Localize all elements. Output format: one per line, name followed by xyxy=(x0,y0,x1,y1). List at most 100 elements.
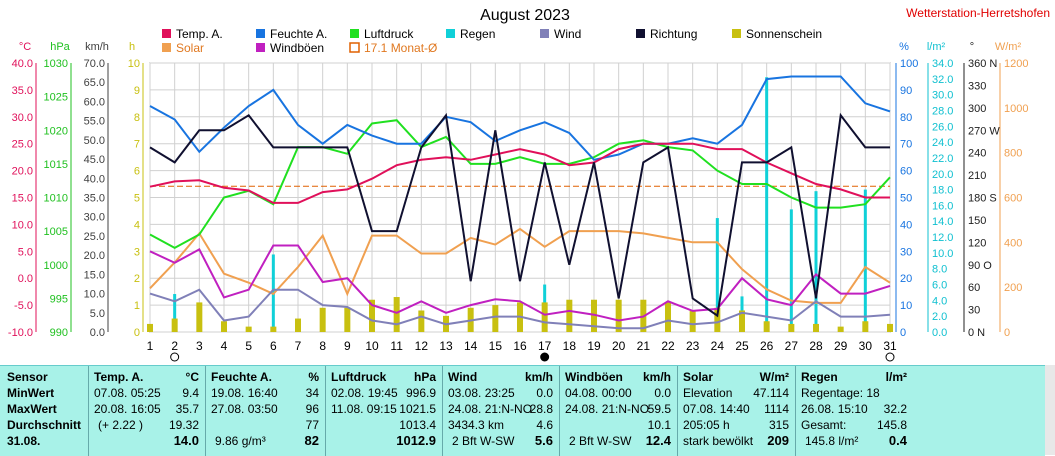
sunshine-bar xyxy=(591,299,597,332)
axis-unit: W/m² xyxy=(995,41,1022,53)
axis-tick-label: 0 xyxy=(900,327,906,339)
rain-unit: l/m² xyxy=(885,370,907,384)
axis-tick-label: 20.0 xyxy=(932,169,953,181)
wind-min-time: 03.08. 23:25 xyxy=(448,386,515,400)
solar-unit: W/m² xyxy=(759,370,789,384)
legend-swatch xyxy=(256,43,265,52)
full-moon-icon xyxy=(170,352,180,362)
press-avg: 1013.4 xyxy=(399,418,436,432)
legend: Temp. A. Feuchte A. Luftdruck Regen Wind Rich… xyxy=(162,27,822,55)
axis-tick-label: 0 xyxy=(134,327,140,339)
axis-tick-label: 60.0 xyxy=(84,96,105,108)
series-line-wind xyxy=(149,288,891,330)
sunshine-bar xyxy=(369,299,375,332)
scrollbar[interactable] xyxy=(1045,365,1055,455)
axis-tick-label: 22.0 xyxy=(932,153,953,165)
axis-tick-label: 2.0 xyxy=(932,311,947,323)
x-tick-label: 16 xyxy=(513,339,527,353)
axis-tick-label: 150 xyxy=(968,215,986,227)
axis-tick-label: 995 xyxy=(50,293,68,305)
sunshine-bar xyxy=(319,307,326,332)
axis-tick-label: 6 xyxy=(134,166,140,178)
legend-label: 17.1 Monat-Ø xyxy=(364,41,437,55)
hum-min-time: 19.08. 16:40 xyxy=(211,386,278,400)
x-tick-label: 22 xyxy=(661,339,675,353)
x-tick-label: 2 xyxy=(171,339,178,353)
press-today: 1012.9 xyxy=(396,433,436,448)
x-tick-label: 26 xyxy=(760,339,774,353)
legend-label: Regen xyxy=(460,27,495,41)
axis-tick-label: 990 xyxy=(50,327,68,339)
axis-tick-label: 18.0 xyxy=(932,185,953,197)
axis-tick-label: 40.0 xyxy=(12,58,33,70)
axis-tick-label: 30 xyxy=(900,246,912,258)
wind-min: 0.0 xyxy=(536,386,553,400)
x-tick-label: 28 xyxy=(809,339,823,353)
axis-tick-label: 100 xyxy=(900,58,918,70)
axis-tick-label: 45.0 xyxy=(84,154,105,166)
axis-tick-label: 35.0 xyxy=(12,85,33,97)
axis-tick-label: 1005 xyxy=(44,226,68,238)
wind-max: 28.8 xyxy=(529,402,553,416)
x-tick-label: 30 xyxy=(859,339,873,353)
axis-tick-label: -5.0 xyxy=(14,300,33,312)
x-tick-label: 4 xyxy=(221,339,228,353)
axis-tick-label: 300 xyxy=(968,103,986,115)
axis-tick-label: 15.0 xyxy=(84,269,105,281)
axis-tick-label: 0.0 xyxy=(932,327,947,339)
axis-tick-label: 600 xyxy=(1004,193,1022,205)
sunshine-bar xyxy=(295,318,301,332)
axis-tick-label: -10.0 xyxy=(8,327,33,339)
axis-tick-label: 1 xyxy=(134,300,140,312)
hum-max-time: 27.08. 03:50 xyxy=(211,402,278,416)
legend-label: Richtung xyxy=(650,27,697,41)
hum-unit: % xyxy=(308,370,319,384)
axis-tick-label: 9 xyxy=(134,85,140,97)
x-tick-label: 23 xyxy=(686,339,700,353)
weather-chart: August 2023 Wetterstation-Herretshofen T… xyxy=(8,6,1050,362)
axis-unit: °C xyxy=(19,41,31,53)
legend-label: Luftdruck xyxy=(364,27,414,41)
axis-tick-label: 6.0 xyxy=(932,280,947,292)
axis-tick-label: 10 xyxy=(128,58,140,70)
axis-tick-label: 0 N xyxy=(968,327,985,339)
legend-swatch xyxy=(636,29,645,38)
press-min-time: 02.08. 19:45 xyxy=(331,386,398,400)
right-axes: %1009080706050403020100l/m²34.032.030.02… xyxy=(895,41,1028,339)
hum-today: 82 xyxy=(304,433,319,448)
series-lines xyxy=(149,75,891,330)
wind-max-time: 24.08. 21:N-NO xyxy=(448,402,533,416)
left-axes: °C40.035.030.025.020.015.010.05.00.0-5.0… xyxy=(8,41,144,339)
x-tick-label: 5 xyxy=(245,339,252,353)
legend-swatch xyxy=(162,29,171,38)
axis-tick-label: 10 xyxy=(900,300,912,312)
gust-unit: km/h xyxy=(642,370,671,384)
axis-tick-label: 8 xyxy=(134,112,140,124)
legend-swatch xyxy=(350,29,359,38)
x-tick-label: 20 xyxy=(612,339,626,353)
rain-today-note: 145.8 l/m² xyxy=(805,434,859,448)
temp-avg: 19.32 xyxy=(168,418,199,432)
x-tick-label: 6 xyxy=(270,339,277,353)
x-tick-label: 17 xyxy=(538,339,552,353)
x-tick-label: 21 xyxy=(637,339,651,353)
sunshine-bar xyxy=(221,321,227,332)
rain-bar xyxy=(173,294,177,332)
sunshine-bar xyxy=(763,321,770,332)
rain-min-label: Regentage: 18 xyxy=(801,386,880,400)
hum-avg: 77 xyxy=(305,418,319,432)
legend-swatch xyxy=(732,29,741,38)
press-unit: hPa xyxy=(413,370,436,384)
stats-temp: Temp. A. °C 07.08. 05:25 9.4 20.08. 16:05 3… xyxy=(88,366,206,456)
axis-tick-label: 180 S xyxy=(968,193,997,205)
temp-max: 35.7 xyxy=(175,402,199,416)
axis-tick-label: 32.0 xyxy=(932,74,953,86)
sunshine-bar xyxy=(245,326,252,332)
axis-unit: % xyxy=(899,41,909,53)
axis-tick-label: 10.0 xyxy=(84,289,105,301)
stats-rain: Regen l/m² Regentage: 18 26.08. 15:10 32.2… xyxy=(795,366,913,456)
hum-max: 96 xyxy=(305,402,319,416)
new-moon-icon xyxy=(540,352,550,362)
axis-tick-label: 50.0 xyxy=(84,135,105,147)
legend-swatch xyxy=(256,29,265,38)
